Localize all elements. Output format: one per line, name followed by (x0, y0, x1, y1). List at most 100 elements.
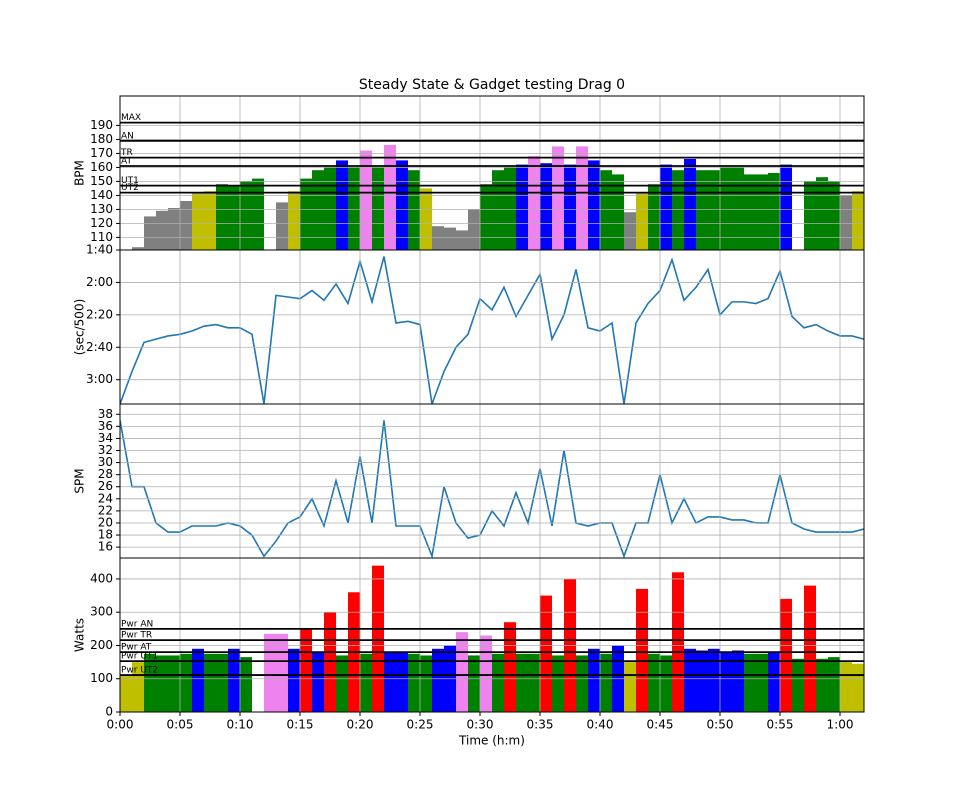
y-tick-label: 22 (98, 503, 113, 517)
x-tick-label: 0:55 (767, 718, 794, 732)
y-tick-label: 400 (90, 571, 113, 585)
bar (792, 658, 804, 712)
bar (276, 633, 288, 712)
x-tick-label: 0:00 (107, 718, 134, 732)
y-axis-label: Watts (73, 618, 87, 652)
y-axis-label: BPM (73, 160, 87, 186)
y-tick-label: 2:40 (86, 340, 113, 354)
bar (648, 184, 660, 250)
bar (720, 167, 732, 250)
bar (468, 655, 480, 712)
y-tick-label: 3:00 (86, 372, 113, 386)
bar (732, 650, 744, 712)
y-tick-label: 190 (90, 118, 113, 132)
bar (420, 655, 432, 712)
bar (840, 195, 852, 250)
zone-label: AT (121, 157, 132, 167)
bar (132, 247, 144, 250)
y-tick-label: 110 (90, 230, 113, 244)
y-tick-label: 120 (90, 216, 113, 230)
plot-frame (119, 249, 865, 405)
bar (624, 662, 636, 712)
bar (336, 655, 348, 712)
bar (720, 652, 732, 712)
x-tick-label: 0:05 (167, 718, 194, 732)
bar (696, 650, 708, 712)
bar (480, 635, 492, 712)
bar (696, 170, 708, 250)
bar (156, 210, 168, 250)
y-tick-label: 100 (90, 671, 113, 685)
bar (408, 653, 420, 712)
bar (360, 653, 372, 712)
y-tick-label: 30 (98, 455, 113, 469)
plot-area (120, 420, 864, 558)
bar (204, 191, 216, 250)
chart-title: Steady State & Gadget testing Drag 0 (359, 77, 625, 93)
bar (432, 648, 444, 712)
bar (264, 633, 276, 712)
bar (324, 167, 336, 250)
bar (768, 173, 780, 250)
y-tick-label: 130 (90, 202, 113, 216)
bar (780, 598, 792, 712)
bar (324, 612, 336, 712)
bar (384, 652, 396, 712)
bar (444, 227, 456, 250)
bar (828, 657, 840, 712)
bar (276, 202, 288, 250)
bar (600, 653, 612, 712)
bar (204, 653, 216, 712)
y-tick-label: 28 (98, 467, 113, 481)
bar (636, 192, 648, 250)
zone-label: Pwr UT2 (121, 666, 158, 676)
y-tick-label: 160 (90, 160, 113, 174)
bar (600, 170, 612, 250)
bar (372, 565, 384, 712)
bar (636, 588, 648, 712)
y-tick-label: 20 (98, 515, 113, 529)
y-tick-label: 18 (98, 528, 113, 542)
zone-label: AN (121, 131, 134, 141)
bar (816, 177, 828, 250)
bar (588, 648, 600, 712)
plot-area (120, 565, 864, 712)
bar (408, 170, 420, 250)
bar (672, 572, 684, 712)
bar (216, 184, 228, 250)
bar (744, 653, 756, 712)
x-tick-label: 0:35 (527, 718, 554, 732)
bar (216, 653, 228, 712)
x-tick-label: 0:25 (407, 718, 434, 732)
x-tick-label: 0:30 (467, 718, 494, 732)
bar (144, 653, 156, 712)
x-tick-label: 0:45 (647, 718, 674, 732)
bar (708, 170, 720, 250)
zone-label: UT2 (121, 183, 139, 193)
bar (492, 653, 504, 712)
line (120, 256, 864, 404)
y-tick-label: 140 (90, 188, 113, 202)
bar (840, 662, 852, 712)
y-tick-label: 200 (90, 638, 113, 652)
x-tick-label: 0:15 (287, 718, 314, 732)
y-axis-label: SPM (73, 468, 87, 493)
y-tick-label: 38 (98, 407, 113, 421)
x-axis-label: Time (h:m) (458, 734, 525, 748)
bar (468, 209, 480, 250)
bar (732, 167, 744, 250)
bar (516, 653, 528, 712)
bar (348, 167, 360, 250)
bar (552, 146, 564, 250)
zone-label: UT1 (121, 176, 139, 186)
bar (528, 653, 540, 712)
bar (300, 628, 312, 712)
y-tick-label: 26 (98, 479, 113, 493)
bar (240, 657, 252, 712)
plot-area (132, 145, 864, 250)
bar (804, 585, 816, 712)
bar (540, 163, 552, 250)
zone-label: MAX (121, 113, 141, 123)
bar (576, 146, 588, 250)
zone-label: TR (120, 148, 133, 158)
